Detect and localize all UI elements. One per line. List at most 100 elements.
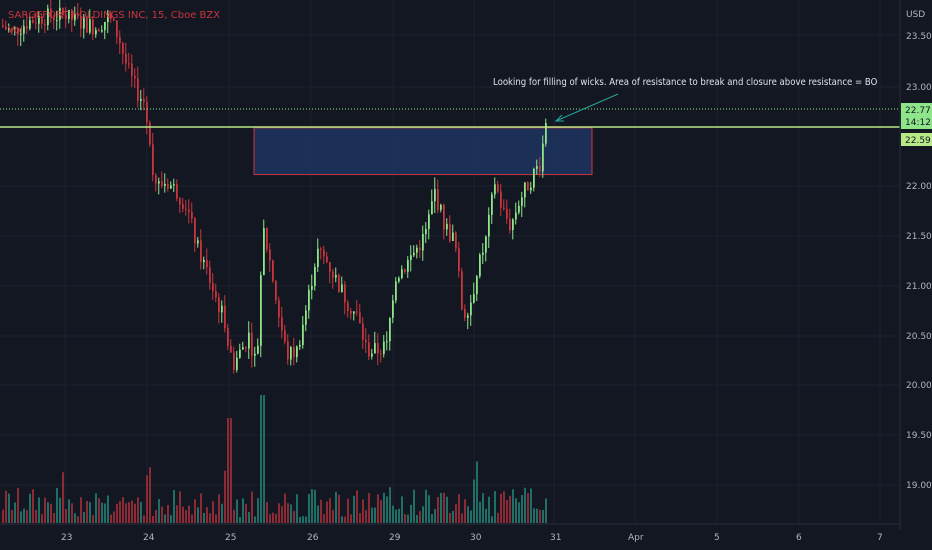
volume-bar: [266, 502, 268, 523]
candle-body: [200, 240, 202, 263]
volume-bar: [83, 511, 85, 523]
candle-body: [377, 343, 379, 354]
candle-body: [359, 312, 361, 324]
volume-bar: [392, 505, 394, 523]
candle-body: [542, 143, 544, 172]
volume-bar: [14, 502, 16, 523]
volume-bar: [44, 497, 46, 523]
volume-bar: [422, 506, 424, 523]
time-axis[interactable]: 23 24 25 26 29 30 31 Apr 5 6 7: [61, 533, 883, 543]
volume-bar: [188, 505, 190, 523]
candle-body: [8, 28, 10, 30]
volume-bar: [287, 503, 289, 523]
volume-bar: [170, 515, 172, 523]
resistance-zone[interactable]: [253, 127, 593, 176]
volume-bar: [443, 492, 445, 523]
volume-bar: [476, 461, 478, 523]
volume-bar: [221, 503, 223, 523]
candle-body: [179, 198, 181, 205]
x-tick-label: 26: [307, 533, 319, 543]
candle-body: [254, 353, 256, 356]
candle-body: [236, 357, 238, 370]
volume-bar: [218, 494, 220, 523]
candle-body: [527, 182, 529, 191]
volume-bar: [542, 509, 544, 523]
candle-body: [443, 204, 445, 230]
volume-bar: [308, 494, 310, 523]
annotation-arrow-head: [554, 114, 564, 122]
volume-bar: [50, 503, 52, 523]
candle-body: [140, 98, 142, 101]
candle-body: [251, 332, 253, 356]
volume-bar: [272, 512, 274, 523]
volume-bar: [497, 512, 499, 523]
candle-body: [89, 19, 91, 33]
volume-bar: [491, 516, 493, 523]
candle-body: [509, 218, 511, 231]
candle-body: [263, 228, 265, 276]
candle-body: [383, 341, 385, 354]
volume-bar: [206, 506, 208, 523]
candle-body: [314, 266, 316, 286]
volume-bar: [113, 511, 115, 523]
candle-body: [398, 278, 400, 282]
candle-body: [224, 305, 226, 329]
volume-bar: [20, 511, 22, 523]
volume-bar: [137, 497, 139, 523]
volume-bar: [425, 489, 427, 523]
volume-bar: [377, 494, 379, 523]
y-tick-label: 23.50: [906, 32, 932, 42]
candle-body: [122, 43, 124, 54]
candle-body: [119, 36, 121, 44]
candle-body: [302, 324, 304, 346]
x-tick-label: 6: [796, 533, 802, 543]
symbol-title[interactable]: SARGEFORT HOLDINGS INC, 15, Cboe BZX: [8, 10, 220, 21]
volume-bar: [92, 515, 94, 523]
candle-body: [485, 236, 487, 253]
volume-bar: [119, 501, 121, 523]
candle-body: [125, 53, 127, 64]
candle-body: [230, 345, 232, 353]
volume-bar: [146, 475, 148, 523]
volume-bar: [341, 516, 343, 523]
volume-bar: [155, 510, 157, 523]
candle-body: [203, 259, 205, 263]
volume-bar: [506, 500, 508, 523]
candle-body: [14, 27, 16, 29]
volume-bar: [17, 487, 19, 523]
price-axis[interactable]: USD 23.50 23.00 22.00 21.50 21.00 20.50 …: [906, 10, 932, 491]
candle-body: [62, 7, 64, 16]
candle-body: [17, 27, 19, 35]
candle-body: [227, 328, 229, 346]
x-tick-label: 29: [389, 533, 401, 543]
volume-bar: [5, 490, 7, 523]
candle-body: [41, 16, 43, 24]
candle-body: [344, 284, 346, 303]
candle-body: [440, 204, 442, 210]
y-tick-label: 21.00: [906, 282, 932, 292]
candle-body: [425, 228, 427, 235]
candle-body: [515, 212, 517, 220]
volume-bars: [2, 395, 547, 523]
candle-body: [128, 63, 130, 65]
candle-body: [368, 342, 370, 357]
volume-bar: [176, 505, 178, 523]
candle-body: [404, 269, 406, 272]
volume-bar: [269, 514, 271, 523]
volume-bar: [2, 509, 4, 523]
volume-legend[interactable]: Vol: [8, 25, 23, 36]
candle-body: [494, 184, 496, 195]
candle-body: [299, 345, 301, 347]
volume-bar: [284, 493, 286, 523]
x-tick-label: Apr: [628, 533, 644, 543]
annotation-text[interactable]: Looking for filling of wicks. Area of re…: [493, 77, 878, 88]
candle-body: [269, 249, 271, 261]
volume-bar: [467, 506, 469, 523]
annotation-arrow-line[interactable]: [555, 93, 619, 122]
candle-body: [2, 25, 4, 27]
candle-body: [452, 232, 454, 242]
volume-bar: [203, 513, 205, 523]
candle-body: [500, 191, 502, 208]
